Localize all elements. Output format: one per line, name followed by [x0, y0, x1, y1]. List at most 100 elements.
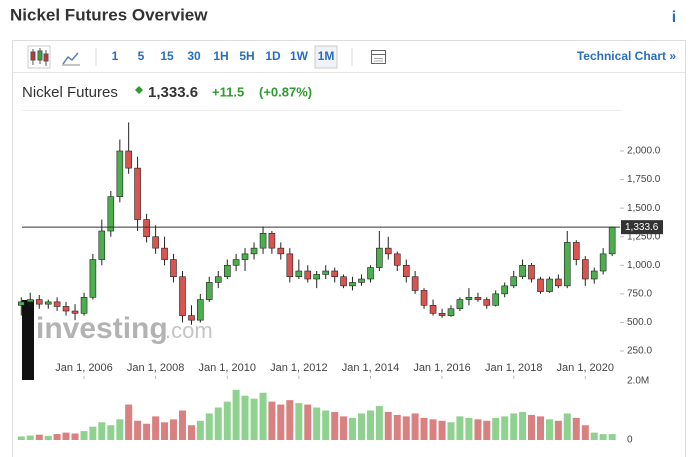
- volume-bar: [143, 423, 151, 440]
- last-price-tag: [621, 220, 663, 235]
- volume-bar: [259, 392, 267, 440]
- candle-body: [474, 296, 482, 300]
- volume-bar: [519, 411, 527, 440]
- change: +11.5: [212, 84, 244, 99]
- up-arrow: [135, 86, 143, 94]
- interval-button[interactable]: 1W: [290, 49, 309, 63]
- y-tick-label: 1,750.0: [627, 174, 661, 185]
- volume-bar: [44, 435, 52, 440]
- candle-body: [456, 299, 464, 310]
- interval-button[interactable]: 5: [138, 49, 145, 63]
- candle-body: [241, 253, 249, 260]
- candle-body: [107, 196, 115, 232]
- candle-body: [313, 274, 320, 280]
- volume-tick-label: 0: [627, 435, 633, 446]
- volume-bar: [196, 420, 204, 440]
- interval-button[interactable]: 1M: [318, 49, 335, 63]
- candle-body: [98, 230, 106, 260]
- volume-bar: [563, 413, 571, 440]
- volume-bar: [26, 435, 34, 440]
- volume-bar: [492, 417, 500, 440]
- y-tick-label: 1,500.0: [627, 203, 661, 214]
- x-tick-label: Jan 1, 2006: [55, 362, 113, 374]
- candle-body: [259, 232, 267, 249]
- volume-bar: [304, 404, 312, 440]
- candle-body: [35, 299, 43, 305]
- candle-body: [62, 306, 70, 312]
- candle-body: [26, 299, 34, 303]
- volume-bar: [322, 410, 330, 440]
- watermark-suffix: .com: [165, 318, 213, 343]
- volume-bar: [35, 434, 43, 440]
- x-tick-label: Jan 1, 2018: [485, 362, 543, 374]
- candle-body: [134, 167, 141, 220]
- x-tick-label: Jan 1, 2010: [199, 362, 257, 374]
- volume-bar: [465, 417, 473, 440]
- volume-bar: [438, 420, 446, 440]
- interval-button[interactable]: 30: [187, 49, 201, 63]
- volume-tick-label: 2.0M: [627, 376, 649, 387]
- volume-bar: [546, 419, 554, 440]
- candle-body: [44, 301, 52, 305]
- calendar-icon[interactable]: [371, 50, 386, 64]
- candle-body: [501, 285, 509, 295]
- candle-body: [367, 267, 374, 280]
- candle-body: [537, 278, 544, 292]
- volume-bar: [178, 410, 186, 440]
- candle-body: [250, 247, 258, 255]
- volume-bar: [125, 404, 133, 440]
- candle-body: [465, 296, 473, 300]
- volume-bar: [161, 422, 169, 440]
- candle-body: [71, 310, 79, 314]
- volume-bar: [286, 400, 294, 440]
- candle-body: [358, 278, 365, 283]
- volume-bar: [608, 434, 616, 440]
- candle-body: [179, 276, 186, 316]
- volume-bar: [277, 404, 285, 440]
- y-tick-label: 250.0: [627, 346, 652, 357]
- candle-body: [295, 270, 303, 278]
- volume-bar: [340, 416, 348, 440]
- candle-body: [546, 278, 553, 292]
- technical-chart-link[interactable]: Technical Chart »: [577, 49, 676, 63]
- volume-bar: [501, 416, 509, 440]
- interval-button[interactable]: 5H: [239, 49, 254, 63]
- line-icon[interactable]: [62, 52, 80, 66]
- candle-body: [528, 264, 535, 280]
- candle-body: [510, 276, 518, 287]
- candle-body: [277, 247, 285, 255]
- candles-icon[interactable]: [30, 48, 49, 66]
- volume-bar: [375, 406, 383, 440]
- candle-body: [286, 253, 294, 278]
- candle-body: [429, 304, 437, 314]
- interval-button[interactable]: 1: [112, 49, 119, 63]
- volume-bar: [554, 420, 562, 440]
- x-tick-label: Jan 1, 2008: [127, 362, 185, 374]
- info-icon[interactable]: i: [672, 9, 676, 26]
- candle-body: [492, 293, 499, 306]
- candle-body: [304, 270, 312, 280]
- volume-bar: [107, 425, 115, 440]
- volume-bar: [116, 419, 124, 440]
- volume-bar: [527, 414, 535, 440]
- y-tick-label: 1,250.0: [627, 231, 661, 242]
- volume-bar: [268, 401, 276, 440]
- interval-button[interactable]: 1H: [213, 49, 228, 63]
- volume-bar: [411, 413, 419, 440]
- active-icon-frame: [27, 45, 51, 69]
- y-tick-label: 750.0: [627, 289, 652, 300]
- edge-artifact: [22, 300, 34, 380]
- interval-button[interactable]: 15: [160, 49, 174, 63]
- candle-body: [125, 150, 132, 169]
- candle-body: [340, 276, 347, 287]
- volume-bar: [367, 410, 375, 440]
- x-tick-label: Jan 1, 2014: [342, 362, 400, 374]
- candle-body: [599, 253, 607, 272]
- y-tick-label: 2,000.0: [627, 146, 661, 157]
- candle-body: [563, 242, 571, 287]
- volume-bar: [331, 411, 339, 440]
- interval-button[interactable]: 1D: [265, 49, 281, 63]
- candle-body: [223, 264, 231, 278]
- panel: [12, 40, 686, 457]
- volume-bar: [89, 426, 97, 440]
